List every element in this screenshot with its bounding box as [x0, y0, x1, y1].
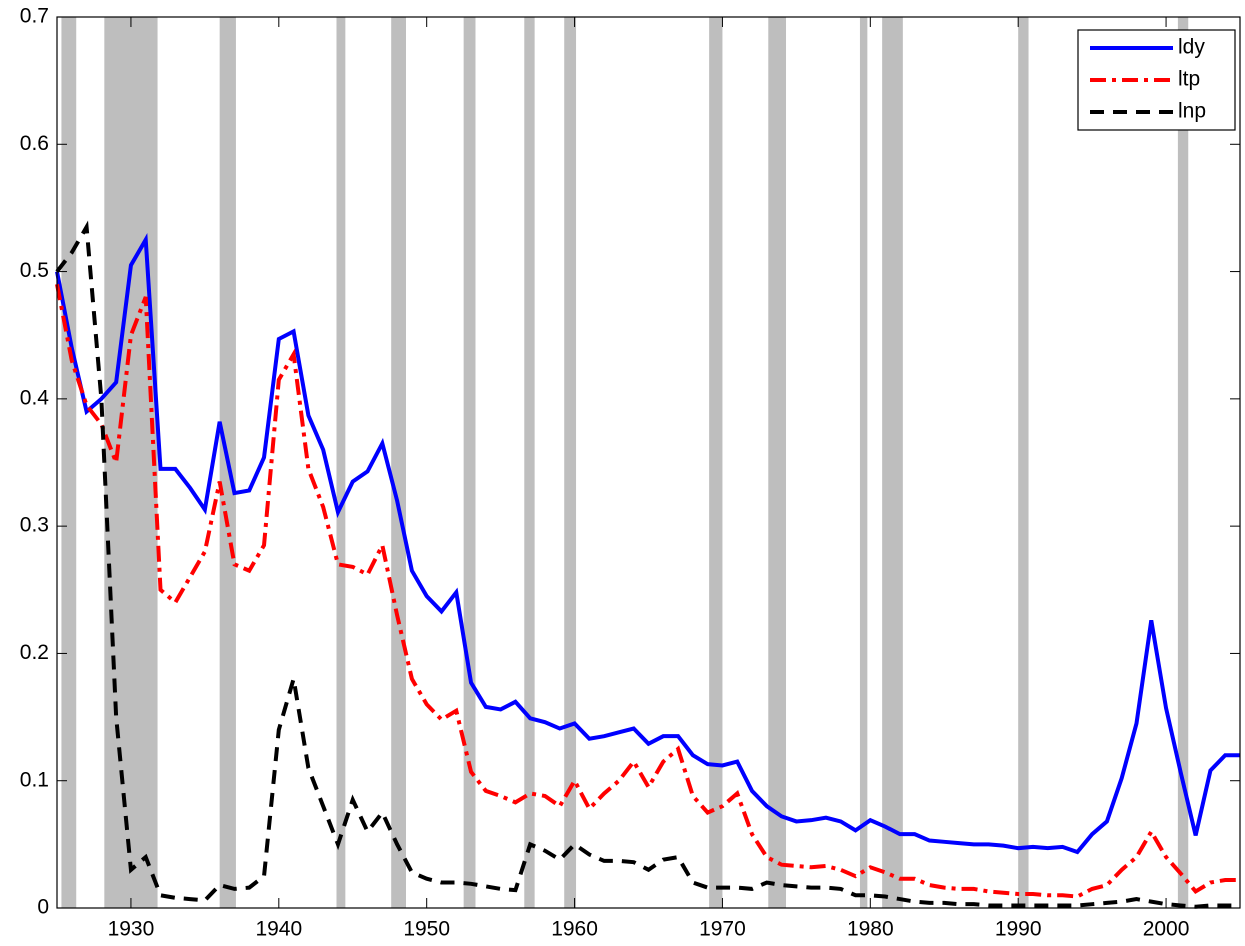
- series-line: [55, 233, 1240, 855]
- legend-label: lnp: [1178, 100, 1206, 123]
- recession-band: [61, 17, 77, 908]
- x-tick-label: 1960: [551, 918, 598, 941]
- x-tick-label: 1950: [403, 918, 450, 941]
- y-tick-label: 0.1: [20, 768, 49, 791]
- x-tick-label: 1940: [255, 918, 302, 941]
- x-tick-label: 1990: [995, 918, 1042, 941]
- recession-band: [709, 17, 723, 908]
- y-tick-label: 0.5: [20, 259, 49, 282]
- recession-band: [859, 17, 868, 908]
- recession-band: [391, 17, 406, 908]
- recession-band: [463, 17, 476, 908]
- x-tick-label: 1970: [699, 918, 746, 941]
- x-tick-label: 1980: [847, 918, 894, 941]
- plot-frame: [56, 16, 1241, 909]
- recession-band: [524, 17, 535, 908]
- series-line: [55, 220, 1240, 909]
- recession-band: [336, 17, 346, 908]
- y-tick-label: 0.7: [20, 5, 49, 28]
- x-tick-label: 2000: [1143, 918, 1190, 941]
- recession-band: [882, 17, 903, 908]
- recession-band: [1177, 17, 1189, 908]
- y-tick-label: 0.3: [20, 514, 49, 537]
- series-line: [55, 283, 1240, 899]
- y-tick-label: 0: [37, 896, 49, 919]
- y-tick-label: 0.4: [20, 386, 50, 409]
- recession-band: [768, 17, 787, 908]
- recession-band: [1018, 17, 1029, 908]
- recession-band: [564, 17, 577, 908]
- y-tick-label: 0.6: [20, 132, 49, 155]
- y-tick-label: 0.2: [20, 641, 49, 664]
- legend-label: ltp: [1178, 68, 1200, 91]
- plot-background: [57, 17, 1240, 908]
- recession-band: [104, 17, 158, 908]
- x-tick-label: 1930: [108, 918, 155, 941]
- legend-label: ldy: [1178, 36, 1205, 59]
